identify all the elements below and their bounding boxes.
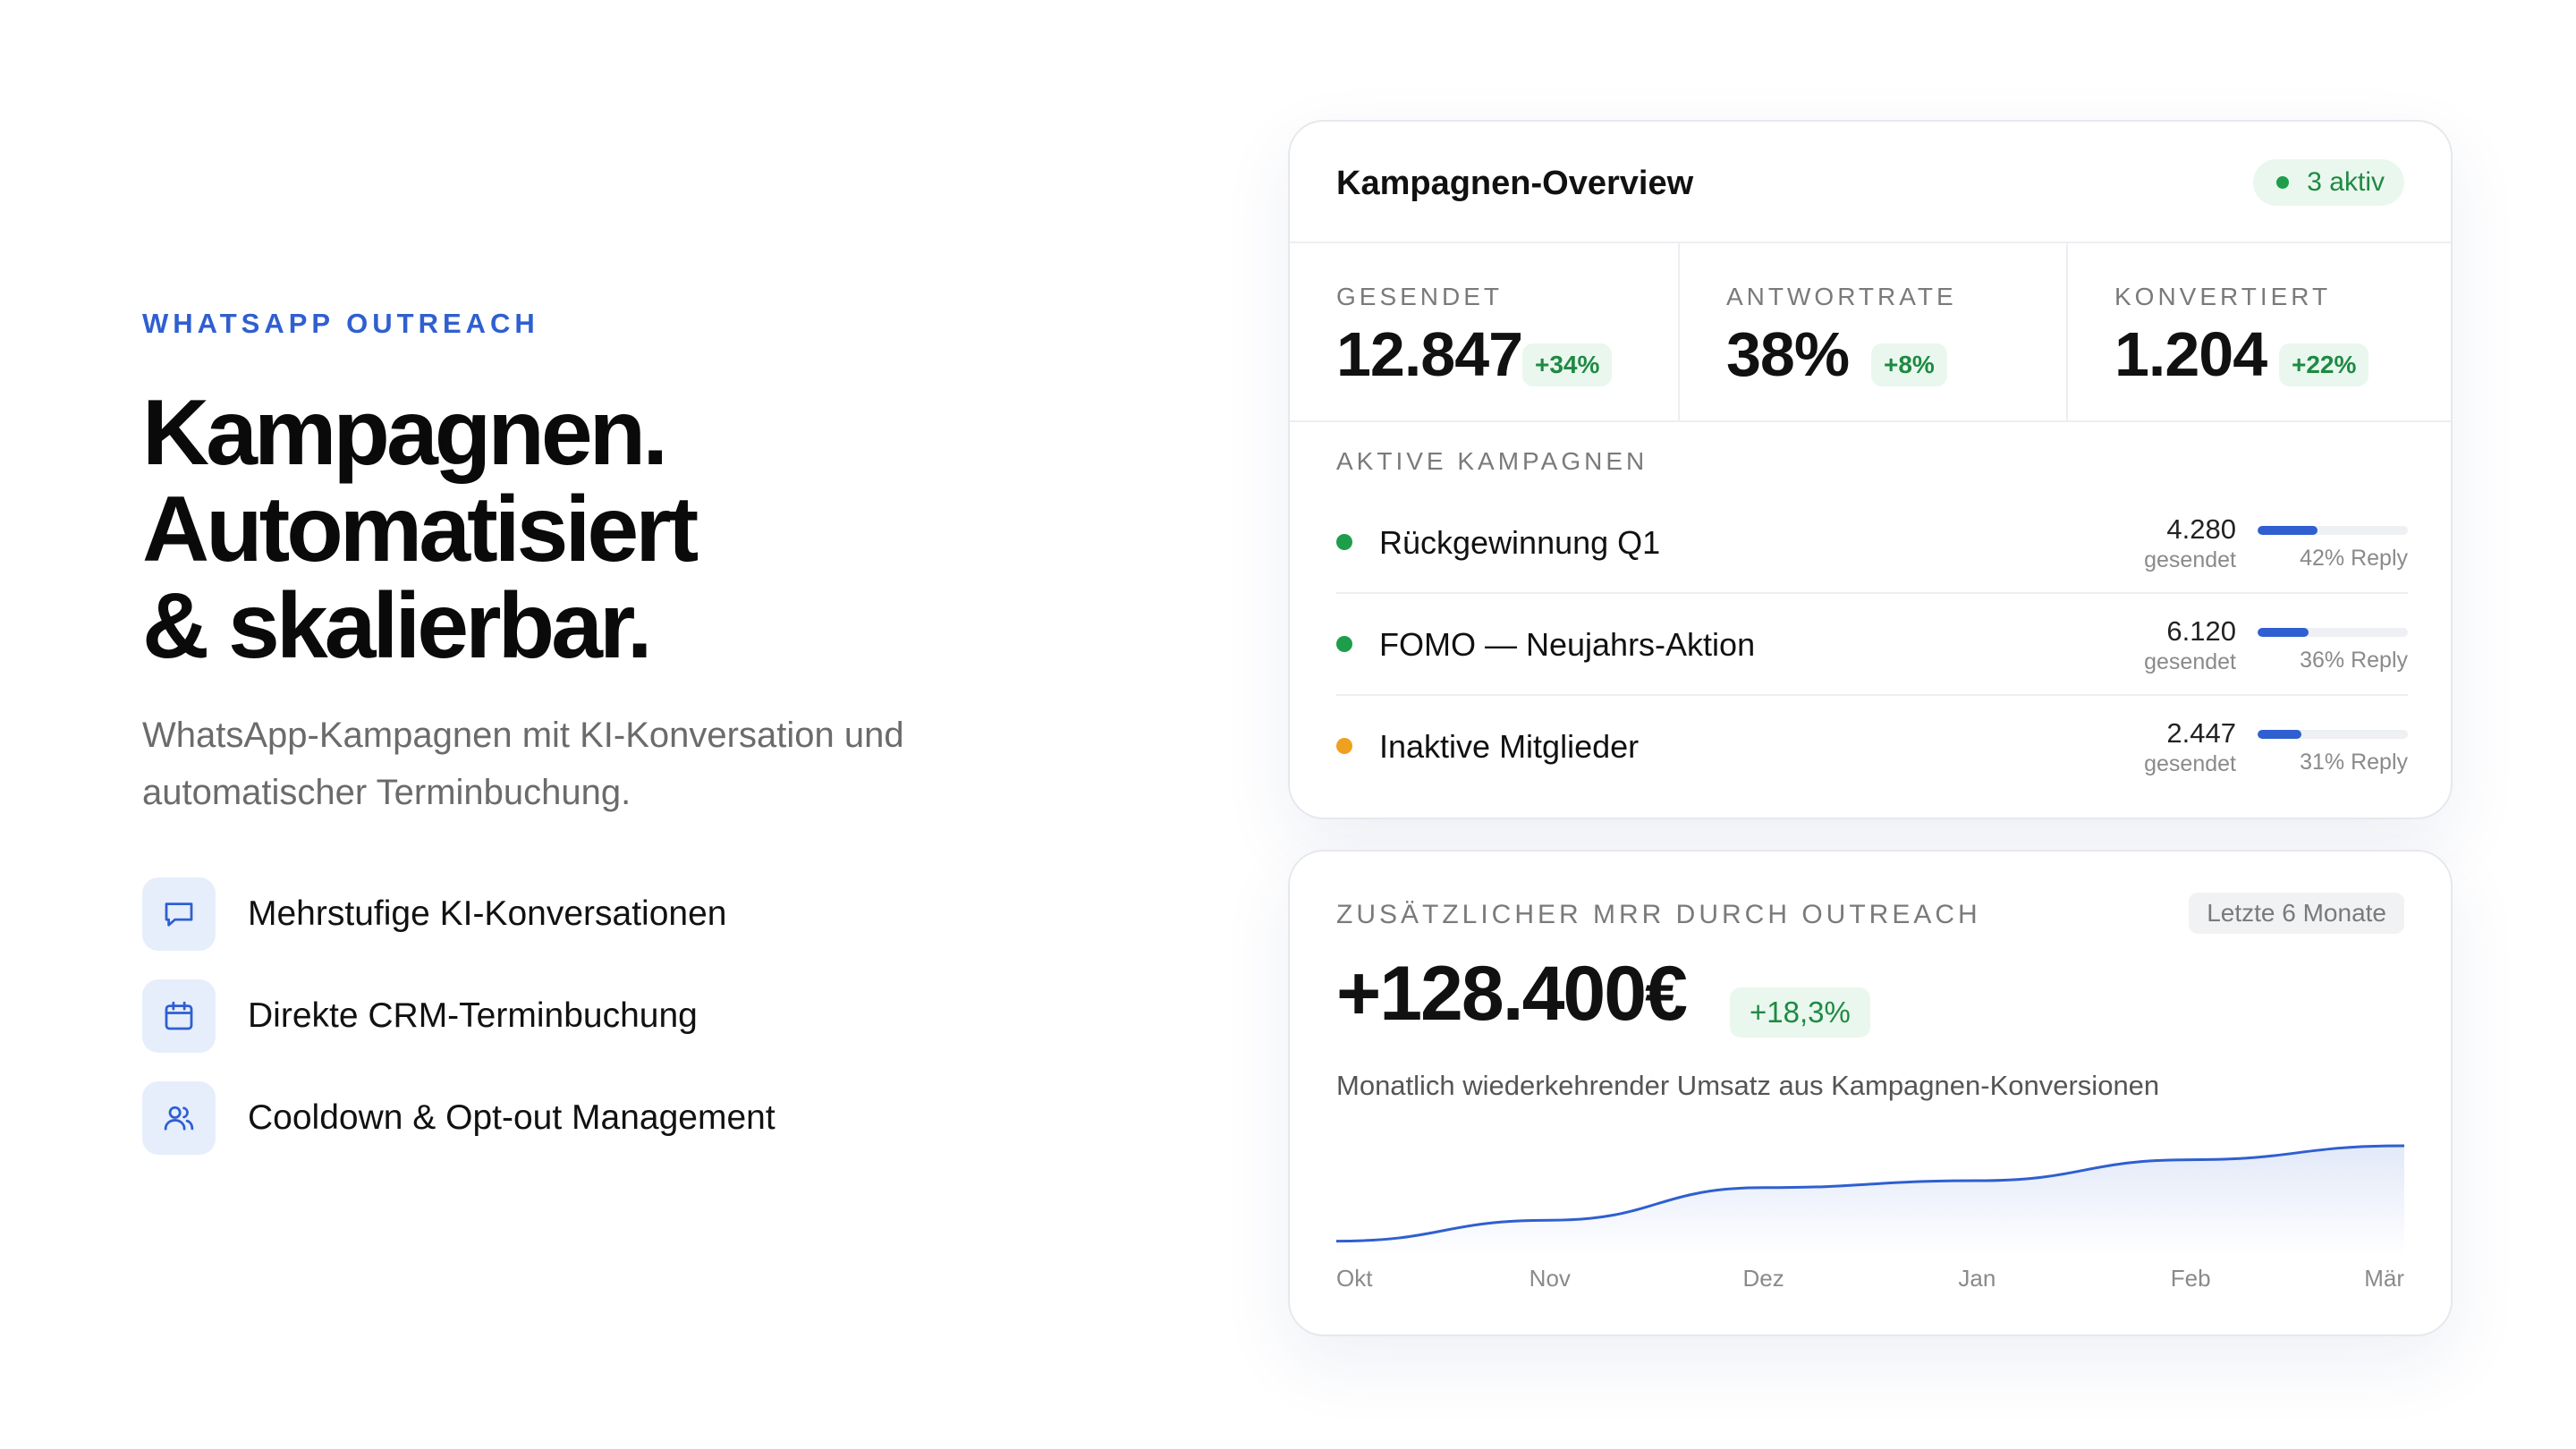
chart-series-line bbox=[1336, 1144, 2404, 1243]
mrr-value: +128.400€ bbox=[1336, 951, 1688, 1037]
stat-label: KONVERTIERT bbox=[2114, 283, 2332, 310]
campaign-row[interactable]: FOMO — Neujahrs-Aktion 6.120 gesendet 36… bbox=[1336, 594, 2408, 696]
hero-subtitle: WhatsApp-Kampagnen mit KI-Konversation u… bbox=[142, 716, 904, 812]
mrr-area-chart bbox=[1336, 1144, 2404, 1258]
stat-sent: GESENDET 12.847 +34% bbox=[1290, 243, 1678, 422]
chat-bubble-icon bbox=[142, 877, 216, 951]
stat-delta-badge: +22% bbox=[2279, 343, 2369, 386]
x-tick-label: Okt bbox=[1336, 1265, 1373, 1292]
campaign-reply-rate: 36% Reply bbox=[2300, 648, 2408, 673]
feature-label: Mehrstufige KI-Konversationen bbox=[248, 894, 727, 933]
stat-label: ANTWORTRATE bbox=[1726, 283, 1957, 310]
headline-line-3: & skalierbar. bbox=[142, 574, 653, 678]
stat-label: GESENDET bbox=[1336, 283, 1504, 310]
card-title: Kampagnen-Overview bbox=[1336, 165, 1694, 202]
card-header: Kampagnen-Overview 3 aktiv bbox=[1290, 122, 2451, 243]
feature-item: Mehrstufige KI-Konversationen bbox=[142, 877, 726, 952]
stat-value: 1.204 bbox=[2114, 319, 2267, 389]
campaign-sent-count: 6.120 bbox=[2166, 615, 2236, 647]
stats-row: GESENDET 12.847 +34% ANTWORTRATE 38% +8%… bbox=[1290, 243, 2451, 422]
eyebrow-label: WHATSAPP OUTREACH bbox=[142, 308, 539, 339]
reply-progress-fill bbox=[2258, 730, 2302, 739]
feature-item: Cooldown & Opt-out Management bbox=[142, 1080, 775, 1156]
campaign-row[interactable]: Rückgewinnung Q1 4.280 gesendet 42% Repl… bbox=[1336, 492, 2408, 594]
mrr-description: Monatlich wiederkehrender Umsatz aus Kam… bbox=[1336, 1070, 2160, 1101]
calendar-icon bbox=[142, 979, 216, 1053]
campaign-name: Inaktive Mitglieder bbox=[1379, 728, 1640, 765]
reply-progress-fill bbox=[2258, 628, 2309, 637]
status-badge-label: 3 aktiv bbox=[2307, 167, 2385, 197]
headline-line-2: Automatisiert bbox=[142, 478, 699, 581]
x-tick-label: Mär bbox=[2364, 1265, 2404, 1292]
campaign-row[interactable]: Inaktive Mitglieder 2.447 gesendet 31% R… bbox=[1336, 696, 2408, 798]
mrr-delta-badge: +18,3% bbox=[1730, 987, 1870, 1038]
reply-progress-bar bbox=[2258, 730, 2408, 739]
mrr-label: ZUSÄTZLICHER MRR DURCH OUTREACH bbox=[1336, 900, 1981, 929]
chart-area-fill bbox=[1336, 1146, 2404, 1258]
x-tick-label: Jan bbox=[1958, 1265, 1996, 1292]
mrr-card: ZUSÄTZLICHER MRR DURCH OUTREACH Letzte 6… bbox=[1288, 850, 2453, 1336]
campaign-sent-label: gesendet bbox=[2144, 751, 2236, 776]
users-icon bbox=[142, 1081, 216, 1155]
campaign-status-dot bbox=[1336, 738, 1352, 754]
period-selector[interactable]: Letzte 6 Monate bbox=[2189, 893, 2404, 934]
campaign-sent-count: 4.280 bbox=[2166, 513, 2236, 545]
campaign-sent-label: gesendet bbox=[2144, 649, 2236, 674]
page-headline: Kampagnen. Automatisiert & skalierbar. bbox=[142, 381, 699, 678]
x-tick-label: Feb bbox=[2170, 1265, 2211, 1292]
feature-label: Direkte CRM-Terminbuchung bbox=[248, 996, 698, 1035]
campaign-status-dot bbox=[1336, 636, 1352, 652]
headline-line-1: Kampagnen. bbox=[142, 381, 668, 485]
campaign-sent-label: gesendet bbox=[2144, 547, 2236, 572]
stat-delta-badge: +34% bbox=[1522, 343, 1613, 386]
campaign-overview-card: Kampagnen-Overview 3 aktiv GESENDET 12.8… bbox=[1288, 120, 2453, 819]
reply-progress-bar bbox=[2258, 526, 2408, 535]
campaign-status-dot bbox=[1336, 534, 1352, 550]
feature-item: Direkte CRM-Terminbuchung bbox=[142, 979, 698, 1054]
campaign-name: Rückgewinnung Q1 bbox=[1379, 524, 1661, 561]
status-badge: 3 aktiv bbox=[2253, 159, 2404, 206]
campaign-sent-count: 2.447 bbox=[2166, 717, 2236, 749]
stat-delta-badge: +8% bbox=[1871, 343, 1947, 386]
x-tick-label: Dez bbox=[1742, 1265, 1784, 1292]
stat-converted: KONVERTIERT 1.204 +22% bbox=[2066, 243, 2451, 422]
x-tick-label: Nov bbox=[1529, 1265, 1571, 1292]
reply-progress-bar bbox=[2258, 628, 2408, 637]
campaign-reply-rate: 42% Reply bbox=[2300, 546, 2408, 571]
section-label: AKTIVE KAMPAGNEN bbox=[1336, 447, 1648, 475]
stat-reply-rate: ANTWORTRATE 38% +8% bbox=[1678, 243, 2066, 422]
stat-value: 12.847 bbox=[1336, 319, 1523, 389]
chart-x-axis: Okt Nov Dez Jan Feb Mär bbox=[1336, 1265, 2404, 1301]
feature-label: Cooldown & Opt-out Management bbox=[248, 1098, 775, 1137]
campaign-name: FOMO — Neujahrs-Aktion bbox=[1379, 626, 1756, 663]
campaign-reply-rate: 31% Reply bbox=[2300, 750, 2408, 775]
status-dot-icon bbox=[2276, 176, 2290, 189]
stat-value: 38% bbox=[1726, 319, 1850, 389]
reply-progress-fill bbox=[2258, 526, 2318, 535]
